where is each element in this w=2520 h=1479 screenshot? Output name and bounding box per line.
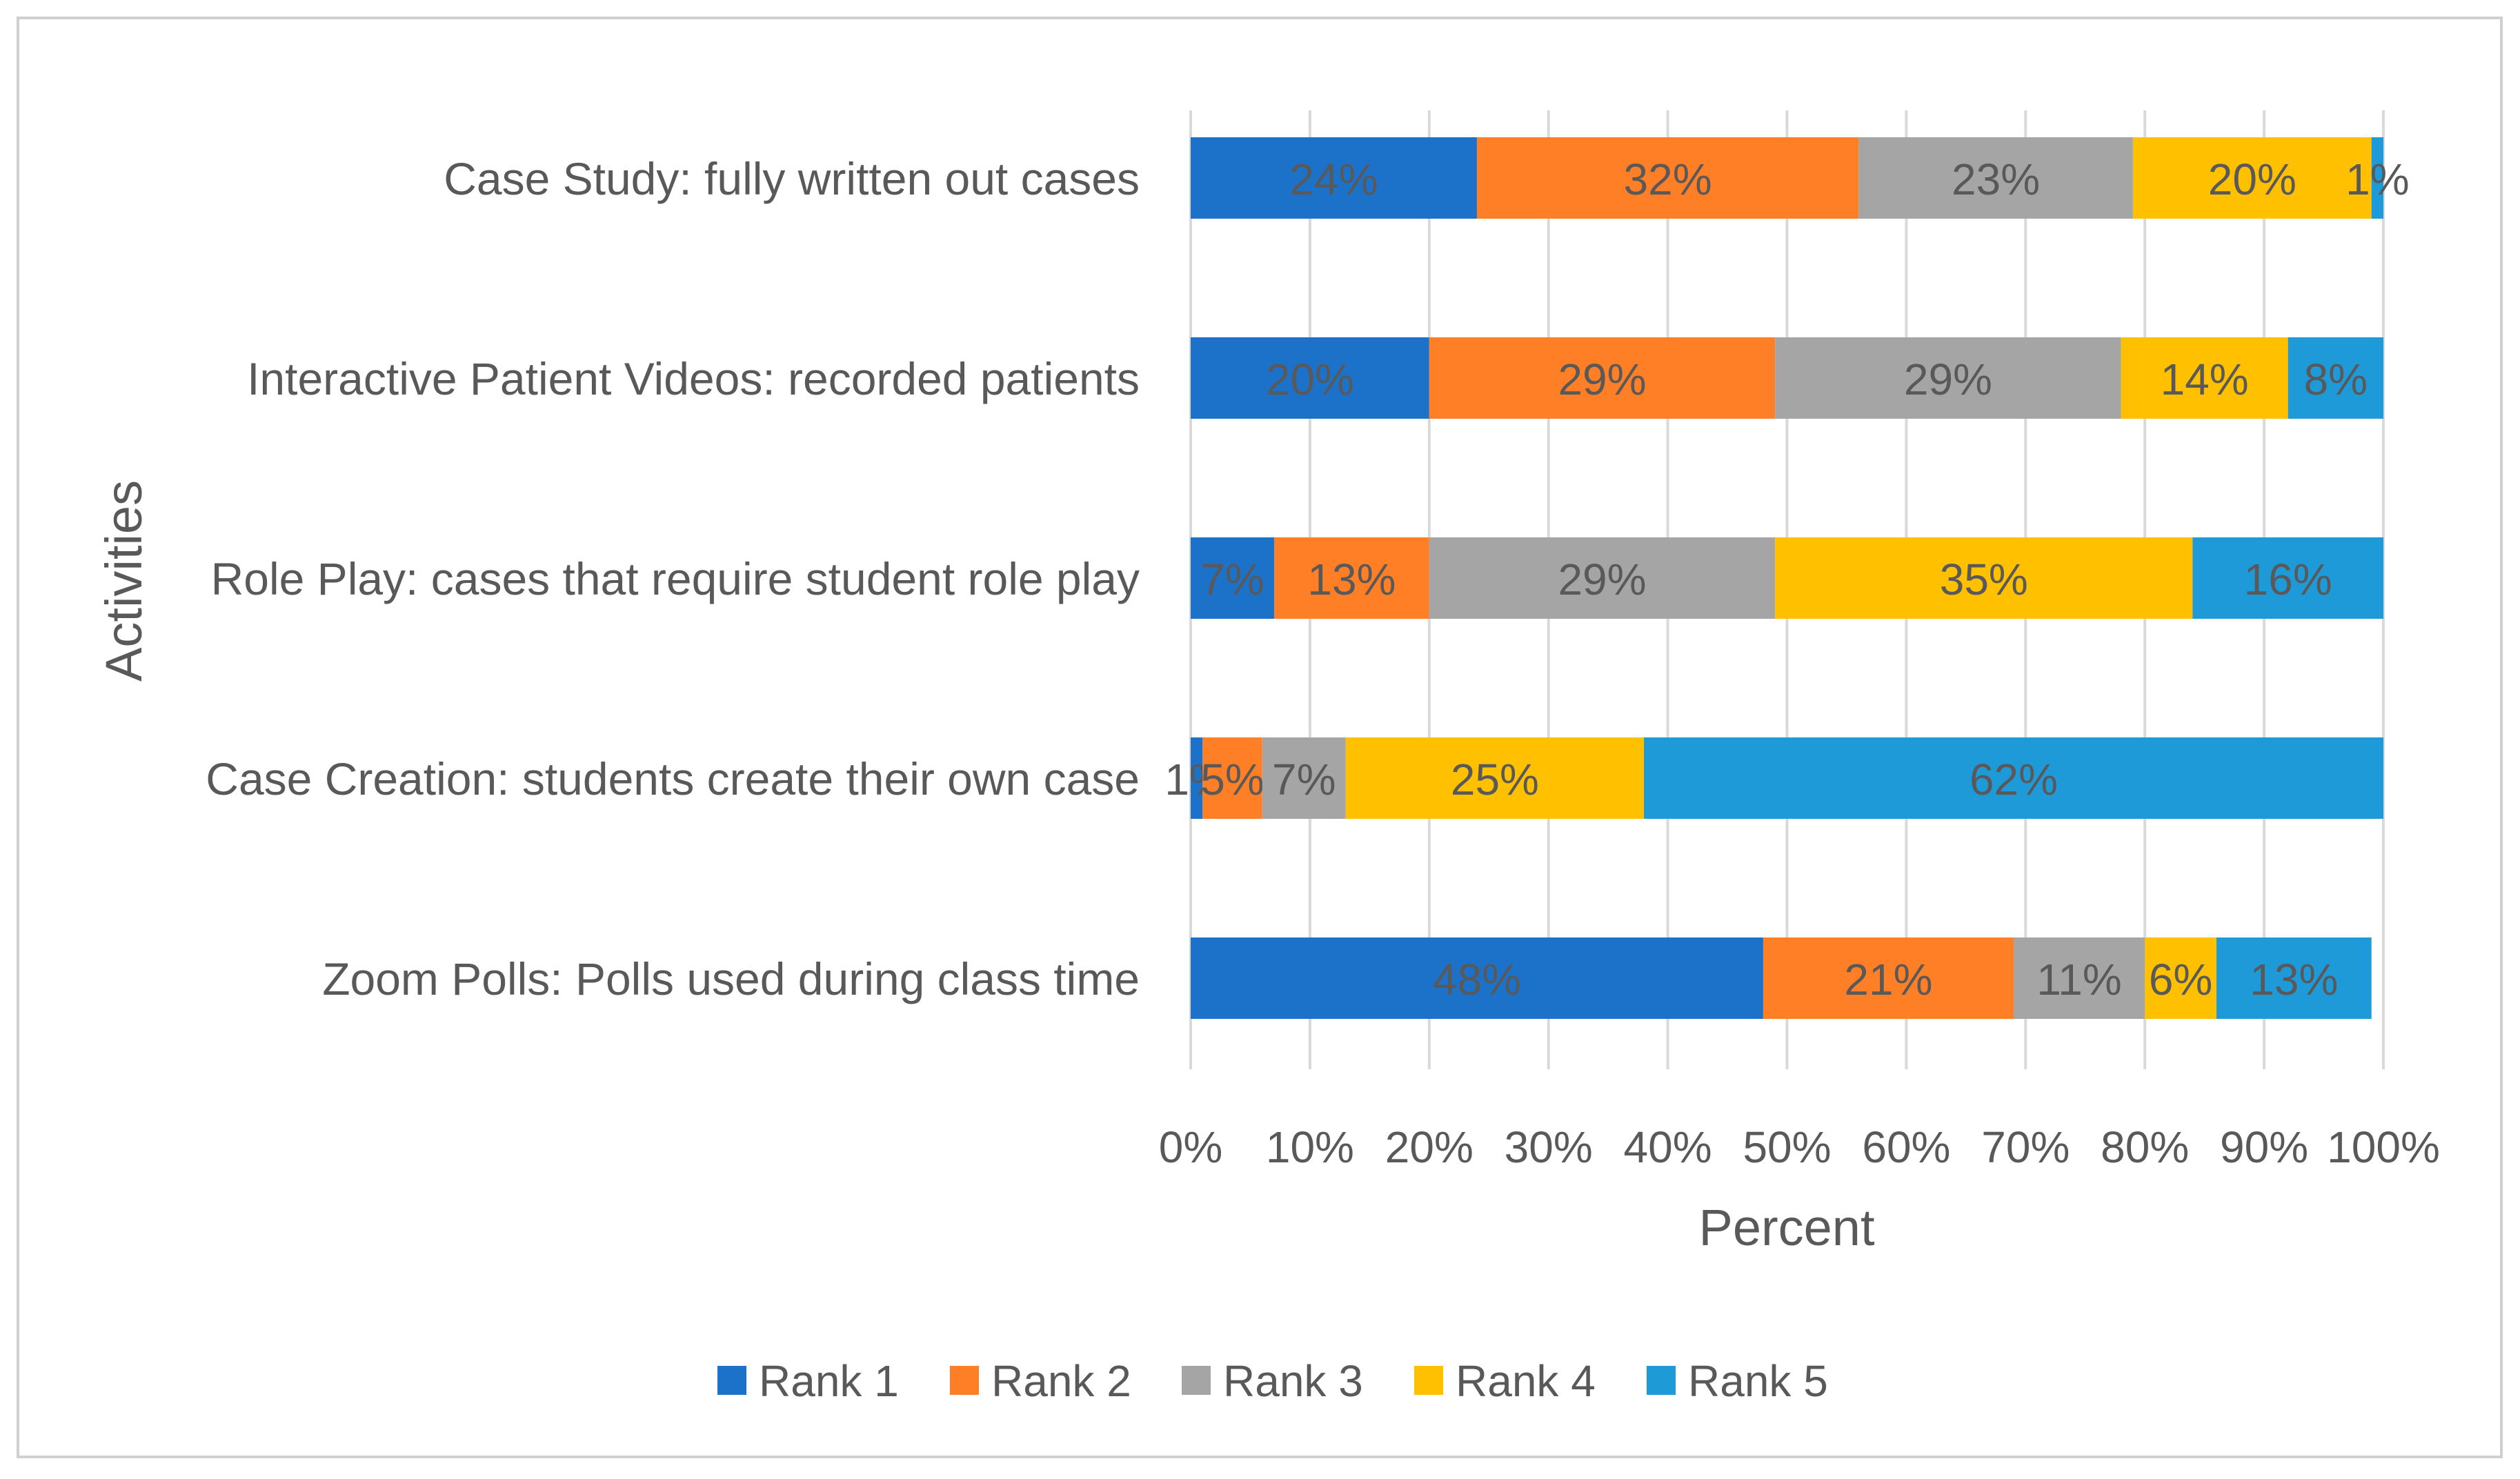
bar-segment <box>2014 937 2145 1019</box>
category-label: Role Play: cases that require student ro… <box>211 553 1140 604</box>
data-label: 23% <box>1952 155 2040 204</box>
data-label: 6% <box>2149 955 2213 1004</box>
data-label: 62% <box>1970 755 2058 804</box>
bar-segment <box>1262 737 1346 819</box>
data-label: 48% <box>1433 955 1521 1004</box>
data-label: 7% <box>1272 755 1336 804</box>
bar-segment <box>1191 737 1203 819</box>
x-tick-label: 20% <box>1385 1122 1474 1172</box>
data-label: 35% <box>1940 555 2028 604</box>
x-tick-label: 80% <box>2101 1122 2189 1172</box>
legend-label: Rank 3 <box>1223 1356 1363 1406</box>
bar-segment <box>1429 337 1776 419</box>
x-tick-label: 100% <box>2327 1122 2440 1172</box>
data-label: 29% <box>1904 355 1992 404</box>
data-label: 1% <box>2345 155 2410 204</box>
data-label: 14% <box>2161 355 2249 404</box>
bar-segment <box>2288 337 2383 419</box>
x-tick-label: 0% <box>1159 1122 1223 1172</box>
data-label: 25% <box>1451 755 1539 804</box>
category-labels: Case Study: fully written out cases Inter… <box>206 153 1140 1004</box>
legend-swatch <box>1182 1366 1211 1395</box>
category-label: Case Creation: students create their own… <box>206 753 1140 804</box>
x-axis-title: Percent <box>1698 1199 1874 1256</box>
x-tick-label: 30% <box>1505 1122 1593 1172</box>
bars: 24% 32% 23% 20% 1% 20% 29% 29% 14% 8% 7% 13% 29% 35% 1… <box>1164 137 2410 1019</box>
bar-segment <box>1191 537 1275 619</box>
bar-segment <box>2216 937 2372 1019</box>
bar-segment <box>1775 537 2193 619</box>
data-label: 21% <box>1844 955 1932 1004</box>
data-label: 24% <box>1289 155 1378 204</box>
data-label: 11% <box>2036 955 2121 1004</box>
category-label: Zoom Polls: Polls used during class time <box>322 953 1140 1004</box>
legend-swatch <box>1414 1366 1443 1395</box>
bar-segment <box>1858 137 2133 219</box>
legend-label: Rank 5 <box>1688 1356 1828 1406</box>
x-tick-label: 90% <box>2220 1122 2308 1172</box>
x-tick-labels: 0% 10% 20% 30% 40% 50% 60% 70% 80% 90% 100% <box>1159 1122 2440 1172</box>
bar-segment <box>1476 137 1859 219</box>
bar-segment <box>2132 137 2372 219</box>
legend-swatch <box>1647 1366 1676 1395</box>
bar-segment <box>1191 937 1763 1019</box>
bar-segment <box>2145 937 2216 1019</box>
data-label: 5% <box>1200 755 1264 804</box>
bar-segment <box>1775 337 2121 419</box>
x-tick-label: 70% <box>1981 1122 2070 1172</box>
bar-segment <box>2192 537 2383 619</box>
legend-label: Rank 1 <box>759 1356 899 1406</box>
bar-segment <box>1345 737 1645 819</box>
bar-segment <box>1644 737 2383 819</box>
x-tick-label: 10% <box>1266 1122 1354 1172</box>
bar-segment <box>1202 737 1262 819</box>
legend-swatch <box>950 1366 979 1395</box>
data-label: 7% <box>1200 555 1264 604</box>
data-label: 32% <box>1624 155 1712 204</box>
data-label: 20% <box>2208 155 2296 204</box>
legend: Rank 1 Rank 2 Rank 3 Rank 4 Rank 5 <box>717 1356 1828 1406</box>
data-label: 16% <box>2244 555 2332 604</box>
bar-segment <box>2121 337 2288 419</box>
data-label: 29% <box>1558 555 1646 604</box>
x-tick-label: 60% <box>1862 1122 1950 1172</box>
data-label: 13% <box>1307 555 1396 604</box>
bar-segment <box>1763 937 2014 1019</box>
legend-label: Rank 4 <box>1456 1356 1596 1406</box>
x-tick-label: 40% <box>1624 1122 1712 1172</box>
data-label: 29% <box>1558 355 1646 404</box>
data-label: 20% <box>1266 355 1354 404</box>
bar-segment <box>1191 337 1429 419</box>
legend-swatch <box>717 1366 746 1395</box>
bar-segment <box>2371 137 2383 219</box>
bar-segment <box>1429 537 1776 619</box>
bar-segment <box>1274 537 1429 619</box>
bar-segment <box>1191 137 1477 219</box>
x-tick-label: 50% <box>1743 1122 1831 1172</box>
y-axis-title: Activities <box>95 480 152 682</box>
legend-label: Rank 2 <box>991 1356 1131 1406</box>
category-label: Case Study: fully written out cases <box>444 153 1140 204</box>
category-label: Interactive Patient Videos: recorded pat… <box>247 353 1140 404</box>
data-label: 8% <box>2304 355 2368 404</box>
data-label: 13% <box>2250 955 2338 1004</box>
